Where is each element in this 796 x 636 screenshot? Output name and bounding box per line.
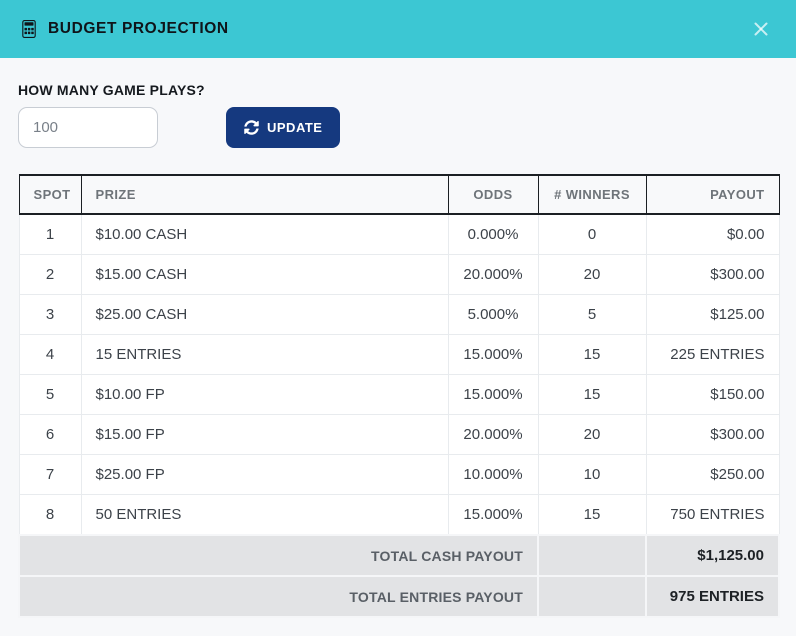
total-entries-label: TOTAL ENTRIES PAYOUT	[18, 575, 539, 618]
modal-title: BUDGET PROJECTION	[48, 20, 229, 37]
cell-winners: 15	[537, 334, 647, 375]
cell-prize: $25.00 FP	[80, 454, 449, 495]
cell-winners: 0	[537, 213, 647, 255]
cell-payout: $250.00	[645, 454, 780, 495]
cell-odds: 5.000%	[447, 294, 539, 335]
form-row: UPDATE	[18, 107, 778, 148]
cell-winners: 15	[537, 374, 647, 415]
cell-spot: 8	[18, 494, 82, 536]
table-row: 3 $25.00 CASH 5.000% 5 $125.00	[18, 294, 780, 335]
cell-odds: 15.000%	[447, 334, 539, 375]
cell-payout: $150.00	[645, 374, 780, 415]
table-row: 7 $25.00 FP 10.000% 10 $250.00	[18, 454, 780, 495]
cell-payout: $300.00	[645, 414, 780, 455]
cell-odds: 15.000%	[447, 374, 539, 415]
cell-payout: 225 ENTRIES	[645, 334, 780, 375]
cell-payout: $0.00	[645, 213, 780, 255]
budget-projection-table: SPOT PRIZE ODDS # WINNERS PAYOUT 1 $10.0…	[18, 174, 780, 618]
modal-header: BUDGET PROJECTION	[0, 0, 796, 58]
cell-prize: $10.00 CASH	[80, 213, 449, 255]
col-header-payout: PAYOUT	[645, 174, 780, 215]
game-plays-label: HOW MANY GAME PLAYS?	[18, 82, 205, 98]
refresh-icon	[244, 120, 259, 135]
cell-spot: 7	[18, 454, 82, 495]
cell-prize: 15 ENTRIES	[80, 334, 449, 375]
table-body: 1 $10.00 CASH 0.000% 0 $0.00 2 $15.00 CA…	[18, 213, 780, 536]
cell-payout: $300.00	[645, 254, 780, 295]
game-plays-input[interactable]	[18, 107, 158, 148]
cell-prize: $15.00 FP	[80, 414, 449, 455]
total-entries-row: TOTAL ENTRIES PAYOUT 975 ENTRIES	[18, 575, 780, 618]
cell-spot: 4	[18, 334, 82, 375]
col-header-spot: SPOT	[18, 174, 82, 215]
cell-winners: 5	[537, 294, 647, 335]
table-header-row: SPOT PRIZE ODDS # WINNERS PAYOUT	[18, 174, 780, 215]
cell-spot: 6	[18, 414, 82, 455]
table-header: SPOT PRIZE ODDS # WINNERS PAYOUT	[18, 174, 780, 215]
cell-odds: 20.000%	[447, 254, 539, 295]
cell-odds: 10.000%	[447, 454, 539, 495]
table-totals: TOTAL CASH PAYOUT $1,125.00 TOTAL ENTRIE…	[18, 534, 780, 618]
cell-winners: 10	[537, 454, 647, 495]
total-entries-value: 975 ENTRIES	[645, 575, 780, 618]
update-button[interactable]: UPDATE	[226, 107, 341, 148]
total-empty-cell	[537, 534, 647, 577]
total-cash-value: $1,125.00	[645, 534, 780, 577]
table-row: 4 15 ENTRIES 15.000% 15 225 ENTRIES	[18, 334, 780, 375]
cell-winners: 20	[537, 414, 647, 455]
cell-odds: 0.000%	[447, 213, 539, 255]
total-cash-label: TOTAL CASH PAYOUT	[18, 534, 539, 577]
cell-odds: 20.000%	[447, 414, 539, 455]
total-empty-cell	[537, 575, 647, 618]
table-row: 1 $10.00 CASH 0.000% 0 $0.00	[18, 213, 780, 255]
cell-prize: $25.00 CASH	[80, 294, 449, 335]
total-cash-row: TOTAL CASH PAYOUT $1,125.00	[18, 534, 780, 577]
cell-spot: 3	[18, 294, 82, 335]
table-row: 5 $10.00 FP 15.000% 15 $150.00	[18, 374, 780, 415]
close-icon	[752, 20, 770, 38]
table-row: 2 $15.00 CASH 20.000% 20 $300.00	[18, 254, 780, 295]
cell-spot: 2	[18, 254, 82, 295]
cell-winners: 15	[537, 494, 647, 536]
cell-spot: 5	[18, 374, 82, 415]
cell-payout: $125.00	[645, 294, 780, 335]
col-header-prize: PRIZE	[80, 174, 449, 215]
cell-prize: $10.00 FP	[80, 374, 449, 415]
calculator-icon	[20, 20, 38, 38]
table-row: 6 $15.00 FP 20.000% 20 $300.00	[18, 414, 780, 455]
close-button[interactable]	[748, 16, 774, 42]
cell-winners: 20	[537, 254, 647, 295]
modal-body: HOW MANY GAME PLAYS? UPDATE SPOT PRIZE O…	[0, 82, 796, 618]
cell-prize: 50 ENTRIES	[80, 494, 449, 536]
cell-payout: 750 ENTRIES	[645, 494, 780, 536]
col-header-odds: ODDS	[447, 174, 539, 215]
update-button-label: UPDATE	[267, 120, 323, 135]
col-header-winners: # WINNERS	[537, 174, 647, 215]
modal-header-left: BUDGET PROJECTION	[20, 20, 229, 38]
cell-spot: 1	[18, 213, 82, 255]
cell-prize: $15.00 CASH	[80, 254, 449, 295]
cell-odds: 15.000%	[447, 494, 539, 536]
table-row: 8 50 ENTRIES 15.000% 15 750 ENTRIES	[18, 494, 780, 536]
